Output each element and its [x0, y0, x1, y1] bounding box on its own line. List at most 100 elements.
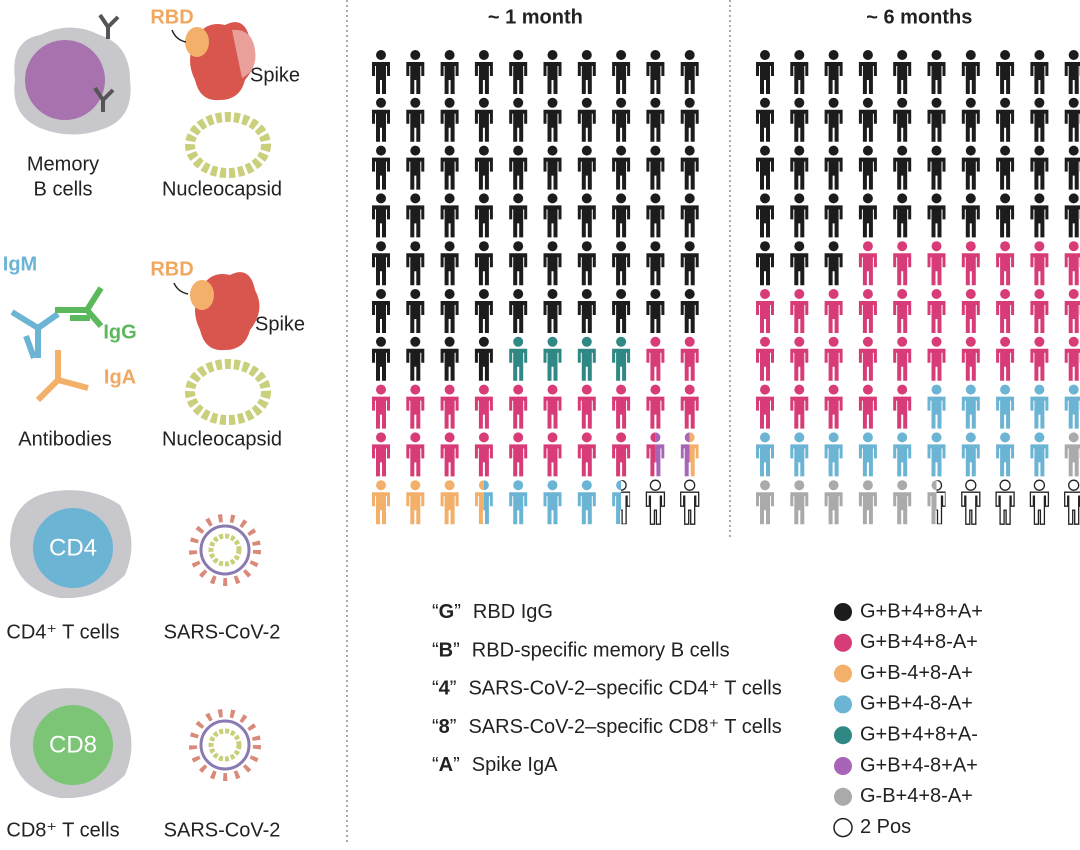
person-part [474, 480, 484, 525]
person-part [1030, 193, 1049, 238]
person-part [893, 50, 912, 94]
person-part [893, 145, 912, 190]
person-part [1030, 432, 1049, 477]
person-head [760, 50, 770, 60]
person-head [410, 432, 421, 443]
person-part [612, 384, 631, 429]
person-head [897, 289, 908, 299]
person-part [372, 241, 390, 286]
person-body [961, 301, 980, 333]
person-head [547, 145, 558, 156]
person-head [410, 97, 421, 108]
person-head [897, 97, 908, 108]
person [1064, 336, 1080, 381]
person-part [543, 193, 562, 238]
person-body [790, 444, 809, 477]
person-head [965, 432, 976, 443]
person-body [509, 157, 528, 190]
person [961, 50, 980, 94]
person-part [790, 336, 809, 381]
person [927, 241, 946, 286]
person [680, 336, 699, 381]
person-head [444, 480, 455, 491]
person-head [581, 241, 592, 252]
person [961, 336, 980, 381]
person-head [410, 241, 421, 252]
person [858, 480, 877, 525]
person-head [1068, 432, 1079, 443]
person-head [931, 50, 942, 60]
person [927, 432, 946, 477]
key-item: “8” SARS-CoV-2–specific CD8⁺ T cells [432, 716, 782, 738]
person-part [440, 432, 459, 477]
person-body [372, 444, 390, 477]
legend-swatch [834, 633, 852, 652]
person-body [680, 205, 699, 238]
person [824, 289, 843, 333]
person [612, 97, 631, 142]
person-head [931, 384, 942, 395]
person-part [483, 480, 493, 525]
person-head [478, 241, 489, 252]
person-part [440, 50, 459, 94]
person-part [961, 336, 980, 381]
person-part [612, 50, 631, 94]
person-part [543, 336, 562, 381]
person-head [616, 289, 627, 299]
person-part [509, 432, 528, 477]
person [372, 336, 390, 381]
person-part [646, 432, 656, 477]
person-head [655, 432, 661, 443]
person [612, 432, 631, 477]
person-part [858, 241, 877, 286]
legend-label: G+B-4+8-A+ [860, 662, 973, 684]
person [577, 193, 596, 238]
person-head [828, 193, 839, 204]
person-head [1068, 145, 1079, 156]
person-body [543, 205, 562, 238]
person-head [513, 145, 524, 156]
person [756, 145, 774, 190]
person-body [1064, 301, 1080, 333]
person-head [931, 241, 942, 252]
person [996, 193, 1015, 238]
person-part [689, 432, 699, 477]
person [543, 384, 562, 429]
person-body [440, 492, 459, 525]
person-body [646, 205, 665, 238]
person-head [513, 480, 524, 491]
person-part [577, 384, 596, 429]
person-part [372, 289, 390, 333]
person [927, 289, 946, 333]
person-head [650, 384, 661, 395]
person-body [996, 62, 1015, 94]
person-part [790, 50, 809, 94]
person-head [1034, 145, 1045, 156]
person-head [828, 50, 839, 60]
person-part [577, 241, 596, 286]
person-part [612, 289, 631, 333]
person-body [406, 62, 425, 94]
person-part [824, 480, 843, 525]
person-part [1064, 241, 1080, 286]
person [1030, 241, 1049, 286]
person-head [684, 241, 695, 252]
person-body [612, 109, 631, 142]
person-body [1064, 253, 1080, 286]
person-body [927, 301, 946, 333]
person [646, 241, 665, 286]
person-part [996, 145, 1015, 190]
person-part [474, 50, 493, 94]
person-part [543, 289, 562, 333]
person [1030, 384, 1049, 429]
person [372, 97, 390, 142]
person-part [893, 289, 912, 333]
person-head [410, 384, 421, 395]
person-body [406, 253, 425, 286]
person-head [760, 336, 770, 347]
person-body [646, 253, 665, 286]
person-body [961, 62, 980, 94]
person-body [680, 253, 699, 286]
person-body [858, 253, 877, 286]
person-body [858, 396, 877, 429]
